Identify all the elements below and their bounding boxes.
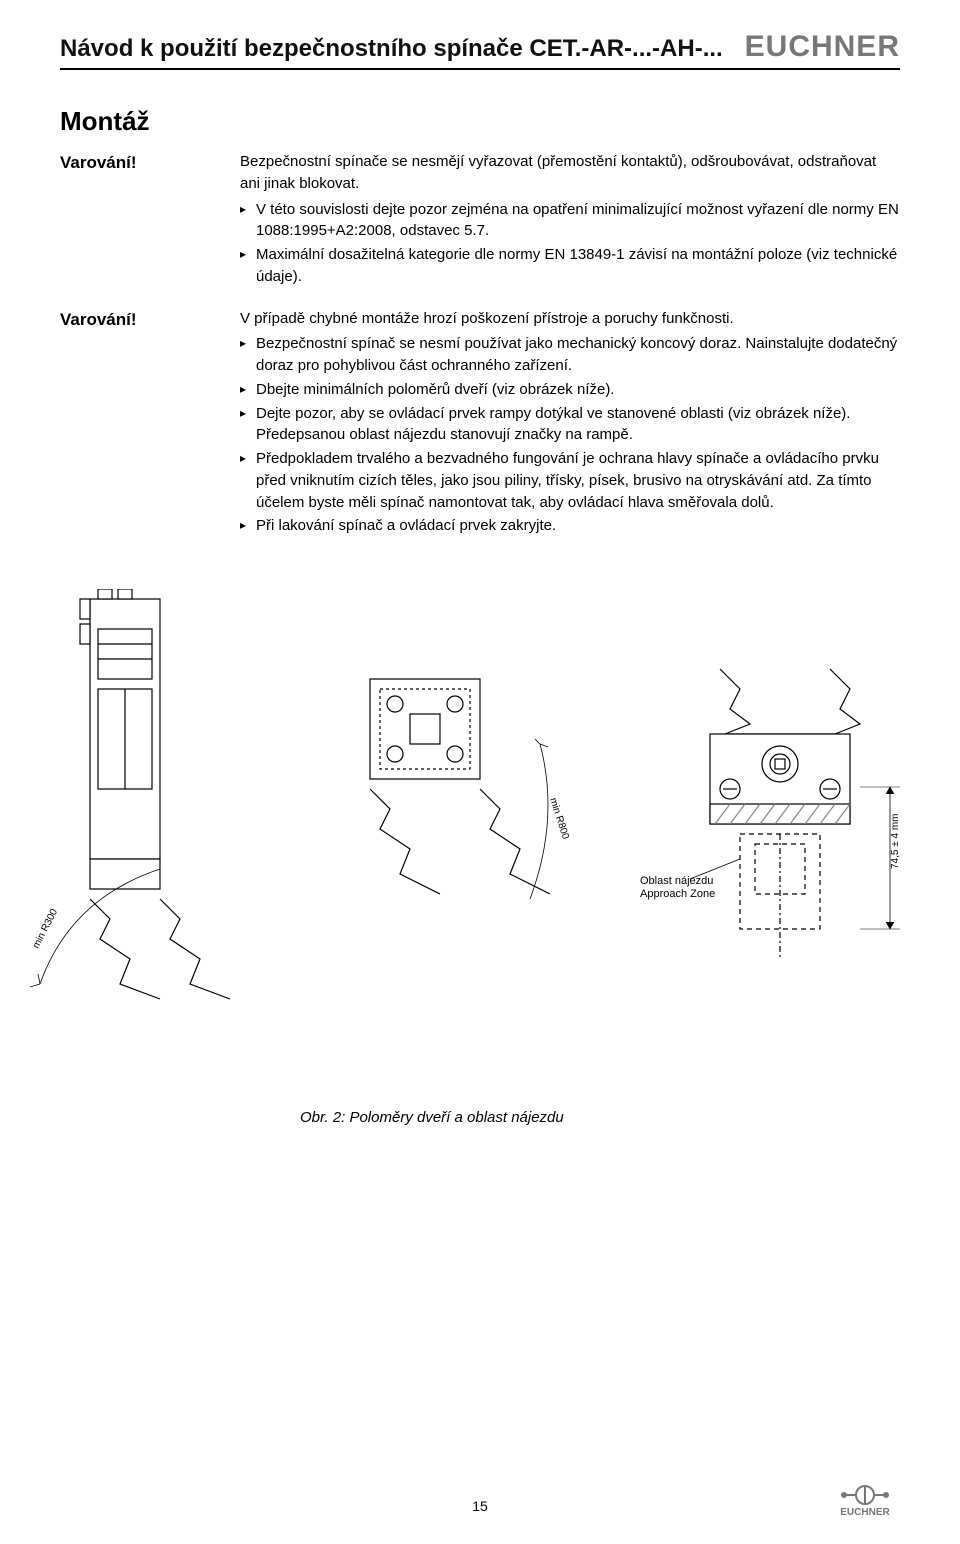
warning-item: Dbejte minimálních poloměrů dveří (viz o… xyxy=(240,379,900,401)
warning-intro: Bezpečnostní spínače se nesmějí vyřazova… xyxy=(240,151,900,195)
warning-item: Dejte pozor, aby se ovládací prvek rampy… xyxy=(240,403,900,447)
warning-label: Varování! xyxy=(60,308,240,330)
warning-intro: V případě chybné montáže hrozí poškození… xyxy=(240,308,900,330)
brand-logo-bottom: EUCHNER xyxy=(830,1483,900,1522)
figures-area: min R300 min R800 xyxy=(60,589,900,1069)
figure-caption: Obr. 2: Poloměry dveří a oblast nájezdu xyxy=(300,1109,900,1126)
figure-actuator-r800: min R800 xyxy=(340,659,620,979)
warning-body: V případě chybné montáže hrozí poškození… xyxy=(240,308,900,540)
page-header: Návod k použití bezpečnostního spínače C… xyxy=(60,30,900,70)
warning-item: V této souvislosti dejte pozor zejména n… xyxy=(240,199,900,243)
warning-block-1: Varování! Bezpečnostní spínače se nesměj… xyxy=(60,151,900,290)
approach-zone-label-cz: Oblast nájezdu xyxy=(640,875,713,887)
warning-list: V této souvislosti dejte pozor zejména n… xyxy=(240,199,900,288)
warning-item: Při lakování spínač a ovládací prvek zak… xyxy=(240,515,900,537)
warning-item: Maximální dosažitelná kategorie dle norm… xyxy=(240,244,900,288)
footer-brand-text: EUCHNER xyxy=(840,1507,890,1517)
brand-logo-top: EUCHNER xyxy=(745,30,900,64)
approach-zone-label-en: Approach Zone xyxy=(640,888,715,900)
warning-body: Bezpečnostní spínače se nesmějí vyřazova… xyxy=(240,151,900,290)
warning-label: Varování! xyxy=(60,151,240,173)
warning-item: Předpokladem trvalého a bezvadného fungo… xyxy=(240,448,900,513)
page-number: 15 xyxy=(472,1498,488,1514)
warning-item: Bezpečnostní spínač se nesmí používat ja… xyxy=(240,333,900,377)
dim-r800: min R800 xyxy=(547,797,571,842)
warning-list: Bezpečnostní spínač se nesmí používat ja… xyxy=(240,333,900,537)
warning-block-2: Varování! V případě chybné montáže hrozí… xyxy=(60,308,900,540)
section-title: Montáž xyxy=(60,106,900,137)
dim-height: 74,5 ± 4 mm xyxy=(890,813,901,869)
dim-r300: min R300 xyxy=(31,907,60,951)
figure-switch-r300: min R300 xyxy=(20,589,320,1009)
doc-title: Návod k použití bezpečnostního spínače C… xyxy=(60,35,723,63)
figure-approach-zone: Oblast nájezdu Approach Zone 74,5 ± 4 mm xyxy=(630,659,930,999)
